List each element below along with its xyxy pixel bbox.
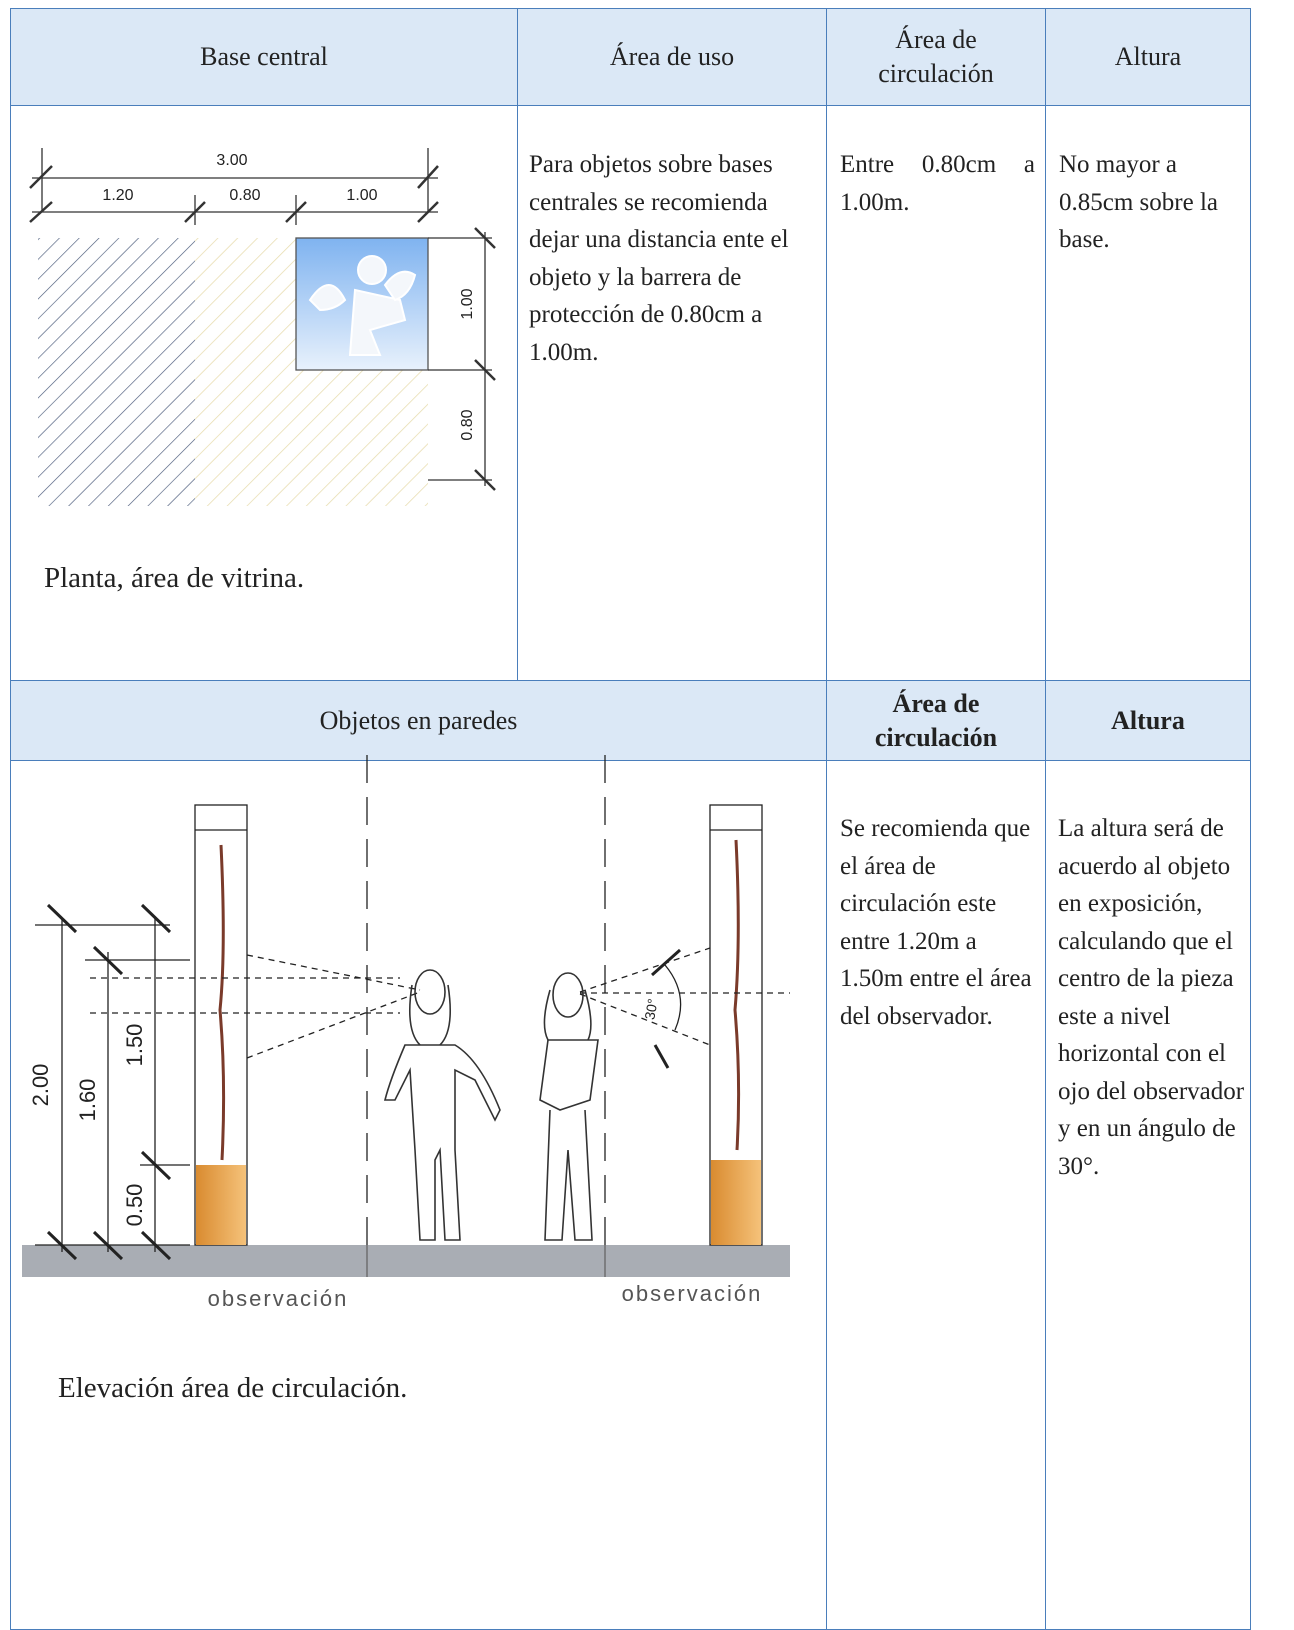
- cell-text: No mayor a 0.85cm sobre la base.: [1059, 151, 1218, 253]
- dimension-label: 0.80: [459, 409, 476, 440]
- dimension-label: 1.00: [459, 288, 476, 319]
- header-text: Base central: [200, 42, 328, 71]
- cell-text: Entre 0.80cm a 1.00m.: [840, 151, 1035, 216]
- cell-text: La altura será de acuerdo al objeto en e…: [1058, 815, 1245, 1180]
- dimension-label: 1.20: [102, 187, 133, 204]
- header-text: Área de circulación: [874, 688, 998, 752]
- header-text: Altura: [1114, 42, 1182, 71]
- floor-label: observación: [622, 1281, 763, 1306]
- header-cell: Altura: [1045, 680, 1251, 761]
- dimension-label: 0.50: [122, 1184, 147, 1227]
- header-text: Objetos en paredes: [319, 705, 518, 735]
- header-cell: Base central: [10, 8, 518, 106]
- dimension-label: 2.00: [28, 1064, 53, 1107]
- header-text: Altura: [1111, 705, 1185, 735]
- header-cell: Objetos en paredes: [10, 680, 827, 761]
- header-cell: Área de circulación: [826, 680, 1046, 761]
- cell-text: Se recomienda que el área de circulación…: [840, 815, 1032, 1030]
- elevation-drawing: [22, 755, 790, 1277]
- dimension-label: 0.80: [229, 187, 260, 204]
- header-cell: Área de circulación: [826, 8, 1046, 106]
- header-text: Área de uso: [609, 42, 735, 71]
- dimension-label: 1.00: [346, 187, 377, 204]
- angle-label: 30°: [641, 997, 660, 1021]
- floor-label: observación: [208, 1286, 349, 1311]
- dimension-label: 1.60: [75, 1079, 100, 1122]
- header-text: Área de circulación: [878, 25, 994, 88]
- cell-text: Para objetos sobre bases centrales se re…: [529, 151, 789, 366]
- dimension-label: 3.00: [216, 152, 247, 169]
- plan-drawing: [29, 148, 496, 506]
- caption: Elevación área de circulación.: [58, 1372, 408, 1404]
- dimension-label: 1.50: [122, 1024, 147, 1067]
- caption: Planta, área de vitrina.: [44, 562, 305, 594]
